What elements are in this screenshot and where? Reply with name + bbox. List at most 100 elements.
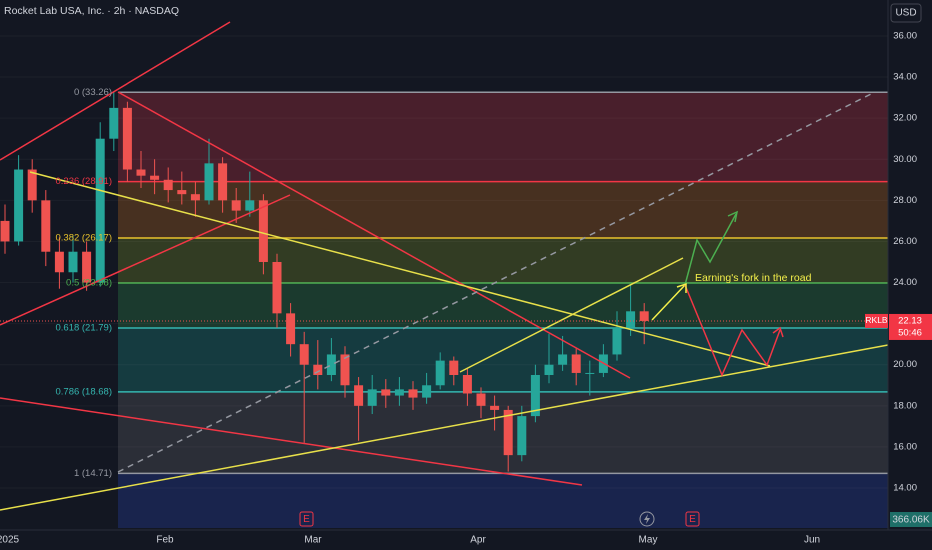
candle-body [122,107,132,170]
candle-body [639,311,649,321]
candle-body [381,389,391,396]
arrow-head [772,326,784,338]
candle-body [258,200,268,262]
candle-body [558,354,568,365]
event-box[interactable] [685,511,700,527]
price-tick-label: 20.00 [893,359,917,370]
candle-body [272,261,282,314]
candle-body [571,354,581,373]
arrow [684,213,737,286]
candle-body [14,169,24,242]
countdown: 50:46 [898,327,922,338]
price-tick-label: 34.00 [893,72,917,83]
fib-label: 0 (33.26) [74,87,112,98]
candle-body [95,138,105,283]
event-box[interactable] [299,511,314,527]
price-badge [889,313,932,340]
candle-body [68,251,78,273]
price-tick-label: 26.00 [893,236,917,247]
currency[interactable]: USD [895,8,916,19]
price-tick-label: 24.00 [893,277,917,288]
fib-zone [118,473,888,528]
candle-body [190,194,200,201]
candle-body [585,372,595,374]
fib-labels: 0 (33.26) 0.236 (28.91) 0.382 (26.17) 0.5 (… [55,87,112,479]
candle-body [218,163,228,201]
candle-body [449,360,459,375]
symbol-badge [865,313,888,328]
candle-body [408,389,418,398]
candle-body [503,409,513,456]
drawings [0,21,889,511]
candle-body [313,364,323,375]
candle-body [517,416,527,456]
price-tick-label: 32.00 [893,113,917,124]
time-label: 2025 [0,535,20,546]
candle-body [530,375,540,417]
candles [0,92,649,472]
fib-zones [118,91,888,528]
dashed-line [117,91,876,473]
fib-label: 0.5 (23.98) [66,277,112,288]
bolt [644,514,650,524]
fib-zone [118,327,888,392]
arrow [684,284,781,377]
candle-body [177,190,187,195]
candle-body [41,200,51,252]
volume-badge [890,512,932,527]
candle-body [462,375,472,394]
event-marker[interactable]: E [689,514,696,525]
candle-body [612,327,622,355]
candle-body [27,169,37,201]
candle-body [136,169,146,176]
price-tick-label: 30.00 [893,154,917,165]
candle-body [150,175,160,180]
candle-body [422,385,432,398]
fib-label: 0.382 (26.17) [55,232,112,243]
candle-body [367,389,377,406]
dividend-icon[interactable] [639,511,655,527]
price-axis [888,0,932,550]
candle-body [326,354,336,375]
fib-label: 0.236 (28.91) [55,176,112,187]
currency-box[interactable] [890,3,922,23]
price-tick-label: 18.00 [893,400,917,411]
price-tick-label: 36.00 [893,30,917,41]
fib-zone [118,92,888,182]
candle-body [0,220,10,242]
candle-body [490,405,500,410]
price-tick-label: 28.00 [893,195,917,206]
grid [0,35,888,489]
trend-line [117,91,631,379]
axis-labels: 14.0016.0018.0020.0022.0024.0026.0028.00… [0,30,917,545]
candle-body [544,364,554,375]
candle-body [54,251,64,273]
symbol-label: RKLB [865,315,888,325]
time-label: Mar [304,535,322,546]
price-tick-label: 16.00 [893,441,917,452]
fib-label: 0.618 (21.79) [55,322,112,333]
time-label: Jun [804,535,820,546]
candle-body [340,354,350,386]
candle-body [394,389,404,396]
fib-zone [118,237,888,283]
trend-line [0,397,583,486]
candle-body [109,107,119,139]
candle-body [163,179,173,191]
trend-line [459,257,684,373]
channel-line [0,194,291,326]
candle-body [435,360,445,386]
trend-line [0,344,889,511]
fib-label: 0.786 (18.68) [55,386,112,397]
event-marker[interactable]: E [303,514,310,525]
time-label: Apr [470,535,486,546]
last-price: 22.13 [898,315,922,326]
annotation: Earning's fork in the road [695,272,812,284]
time-label: May [639,535,658,546]
arrow-head [676,282,687,293]
symbol-title: Rocket Lab USA, Inc. · 2h · NASDAQ [4,5,179,17]
fib-zone [118,391,888,474]
arrow-head [727,210,739,223]
